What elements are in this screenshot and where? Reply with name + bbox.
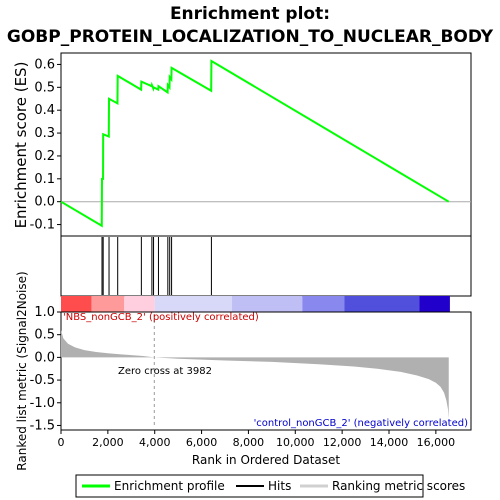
colorbar-segment <box>91 296 125 312</box>
x-tick-label: 0 <box>58 436 65 449</box>
x-tick-label: 8,000 <box>233 436 265 449</box>
x-axis: 0 2,000 4,000 6,000 8,000 10,000 12,000 14,000 1… <box>58 430 456 449</box>
es-y-tick-label: 0.4 <box>34 103 55 118</box>
hits-panel-frame <box>60 235 472 297</box>
metric-y-tick-label: -1.0 <box>30 396 55 411</box>
metric-y-tick-label: -1.5 <box>30 418 55 433</box>
metric-y-tick-label: 0.5 <box>34 328 55 343</box>
x-tick-label: 16,000 <box>417 436 456 449</box>
chart-title-line1: Enrichment plot: <box>170 4 330 24</box>
legend-enrichment-profile-label: Enrichment profile <box>114 479 225 493</box>
negative-label: 'control_nonGCB_2' (negatively correlate… <box>254 418 469 429</box>
legend-ranking-metric-label: Ranking metric scores <box>332 479 465 493</box>
ranking-colorbar <box>61 296 450 312</box>
es-y-tick-label: 0.1 <box>34 172 55 187</box>
metric-y-axis: -1.5 -1.0 -0.5 0.0 0.5 1.0 <box>30 305 61 433</box>
metric-y-tick-label: 0.0 <box>34 350 55 365</box>
colorbar-segment <box>124 296 155 312</box>
colorbar-segment <box>154 296 233 312</box>
x-tick-label: 10,000 <box>276 436 315 449</box>
positive-label: 'NBS_nonGCB_2' (positively correlated) <box>63 312 259 323</box>
metric-y-axis-label: Ranked list metric (Signal2Noise) <box>15 271 29 470</box>
x-tick-label: 14,000 <box>370 436 409 449</box>
es-y-tick-label: 0.2 <box>34 149 55 164</box>
metric-y-tick-label: -0.5 <box>30 373 55 388</box>
es-y-axis-label: Enrichment score (ES) <box>12 62 30 229</box>
legend-hits-label: Hits <box>268 479 291 493</box>
colorbar-segment <box>232 296 303 312</box>
chart-title-line2: GOBP_PROTEIN_LOCALIZATION_TO_NUCLEAR_BOD… <box>7 27 494 47</box>
x-tick-label: 12,000 <box>323 436 362 449</box>
colorbar-segment <box>344 296 420 312</box>
es-y-tick-label: -0.1 <box>30 218 55 233</box>
es-panel-frame <box>60 52 472 237</box>
x-axis-label: Rank in Ordered Dataset <box>192 453 340 467</box>
es-y-tick-label: 0.0 <box>34 195 55 210</box>
x-tick-label: 4,000 <box>139 436 171 449</box>
legend: Enrichment profile Hits Ranking metric s… <box>75 474 465 498</box>
metric-y-tick-label: 1.0 <box>34 305 55 320</box>
x-tick-label: 2,000 <box>92 436 124 449</box>
enrichment-profile-line <box>60 59 450 228</box>
colorbar-segment <box>419 296 450 312</box>
colorbar-segment <box>61 296 92 312</box>
hits-group <box>101 237 212 295</box>
es-y-tick-label: 0.3 <box>34 126 55 141</box>
x-tick-label: 6,000 <box>186 436 218 449</box>
es-y-tick-label: 0.6 <box>34 57 55 72</box>
es-y-tick-label: 0.5 <box>34 80 55 95</box>
es-y-axis: -0.1 0.0 0.1 0.2 0.3 0.4 0.5 0.6 <box>30 57 61 233</box>
colorbar-segment <box>302 296 345 312</box>
zero-cross-label: Zero cross at 3982 <box>118 366 212 377</box>
